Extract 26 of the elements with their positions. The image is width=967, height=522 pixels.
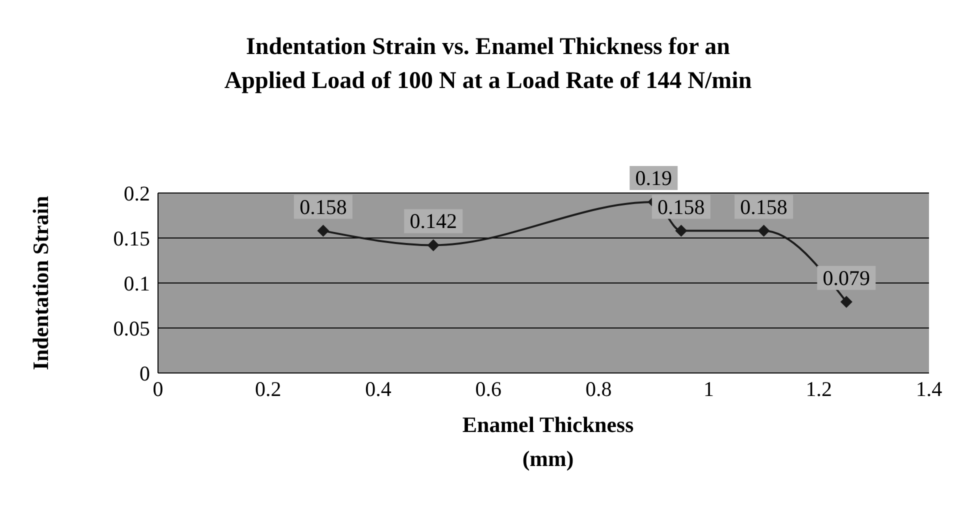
data-label: 0.142 — [410, 209, 457, 234]
y-tick-label: 0.15 — [113, 226, 150, 250]
y-tick-label: 0.2 — [124, 181, 150, 206]
x-tick-label: 0.2 — [255, 376, 282, 401]
x-tick-label: 1.2 — [806, 376, 832, 401]
x-tick-label: 1 — [703, 376, 714, 401]
x-axis-title: Enamel Thickness (mm) — [461, 411, 635, 473]
x-tick-label: 0.6 — [475, 376, 502, 401]
y-tick-label: 0 — [140, 361, 150, 386]
y-axis-title: Indentation Strain — [28, 196, 53, 370]
point — [840, 296, 852, 308]
y-tick-label: 0.1 — [124, 271, 150, 296]
data-label: 0.19 — [635, 166, 672, 190]
point — [675, 224, 688, 237]
x-tick-label: 0.4 — [365, 376, 392, 401]
data-label: 0.158 — [658, 194, 705, 219]
x-tick-label: 1.4 — [916, 376, 943, 401]
x-tick-label: 0.8 — [585, 376, 612, 401]
point — [317, 224, 330, 237]
point — [427, 239, 440, 252]
chart-title: Indentation Strain vs. Enamel Thickness for an Applied Load of 100 N at a Load Rate of 144 N/min — [223, 33, 753, 96]
point — [758, 224, 770, 237]
data-label: 0.079 — [822, 266, 870, 290]
data-label: 0.158 — [300, 194, 347, 219]
data-label: 0.158 — [740, 194, 788, 219]
y-tick-label: 0.05 — [113, 316, 150, 340]
